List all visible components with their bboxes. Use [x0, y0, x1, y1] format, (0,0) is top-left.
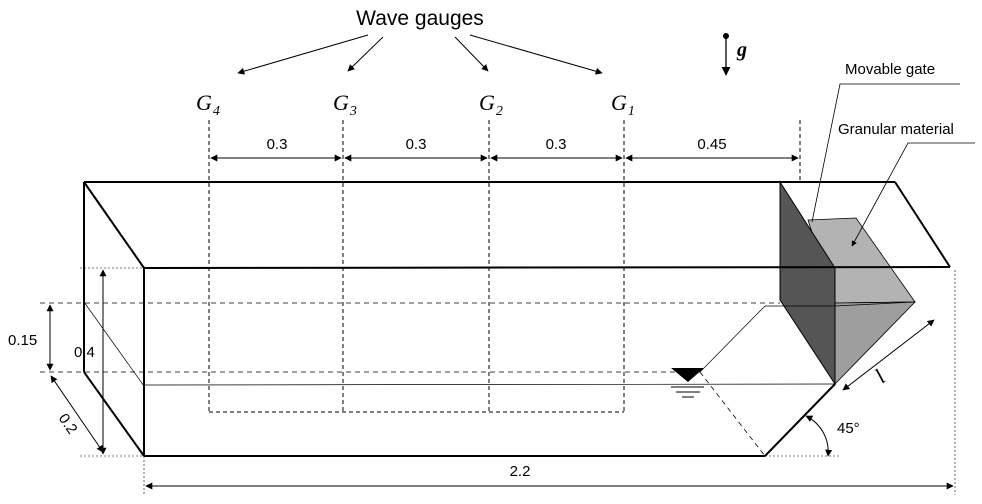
- left-dimensions: [46, 269, 107, 455]
- flume-interior-lines: [83, 268, 916, 387]
- spacing-label-3: 0.3: [546, 136, 567, 153]
- slope-length-arrow: [842, 319, 935, 391]
- flume-outline: [83, 181, 951, 457]
- slope-length-label: l: [870, 364, 890, 387]
- movable-gate: [779, 180, 836, 386]
- gravity-label: g: [736, 39, 747, 61]
- spacing-label-4: 0.45: [697, 136, 726, 153]
- movable-gate-label: Movable gate: [845, 61, 935, 78]
- gauge-label-g1: G1: [611, 90, 635, 119]
- length-label: 2.2: [510, 463, 531, 480]
- angle-arc: [805, 415, 833, 457]
- pointer-arrow-g4: [237, 34, 369, 75]
- width-label: 0.2: [55, 411, 81, 438]
- water-level-symbol: [671, 368, 704, 398]
- gauge-label-g4: G4: [196, 90, 220, 119]
- extension-lines: [80, 267, 956, 495]
- pointer-arrow-g1: [469, 34, 603, 75]
- pointer-arrow-g3: [347, 36, 384, 72]
- water-surface-lines: [40, 302, 780, 457]
- angle-label: 45°: [837, 420, 860, 437]
- movable-gate-leader: [811, 83, 960, 223]
- gravity-indicator: g: [721, 33, 747, 76]
- title-wave-gauges: Wave gauges: [356, 7, 484, 30]
- gauge-lines: [208, 120, 801, 413]
- gauge-pointer-arrows: [237, 34, 603, 75]
- gauge-label-g3: G3: [333, 90, 357, 119]
- spacing-label-2: 0.3: [406, 136, 427, 153]
- granular-material-leader: [851, 142, 975, 247]
- granular-material-label: Granular material: [838, 121, 954, 138]
- height-label: 0.4: [74, 344, 95, 361]
- spacing-label-1: 0.3: [267, 136, 288, 153]
- water-depth-label: 0.15: [8, 332, 37, 349]
- pointer-arrow-g2: [454, 36, 489, 72]
- gauge-label-g2: G2: [479, 90, 503, 119]
